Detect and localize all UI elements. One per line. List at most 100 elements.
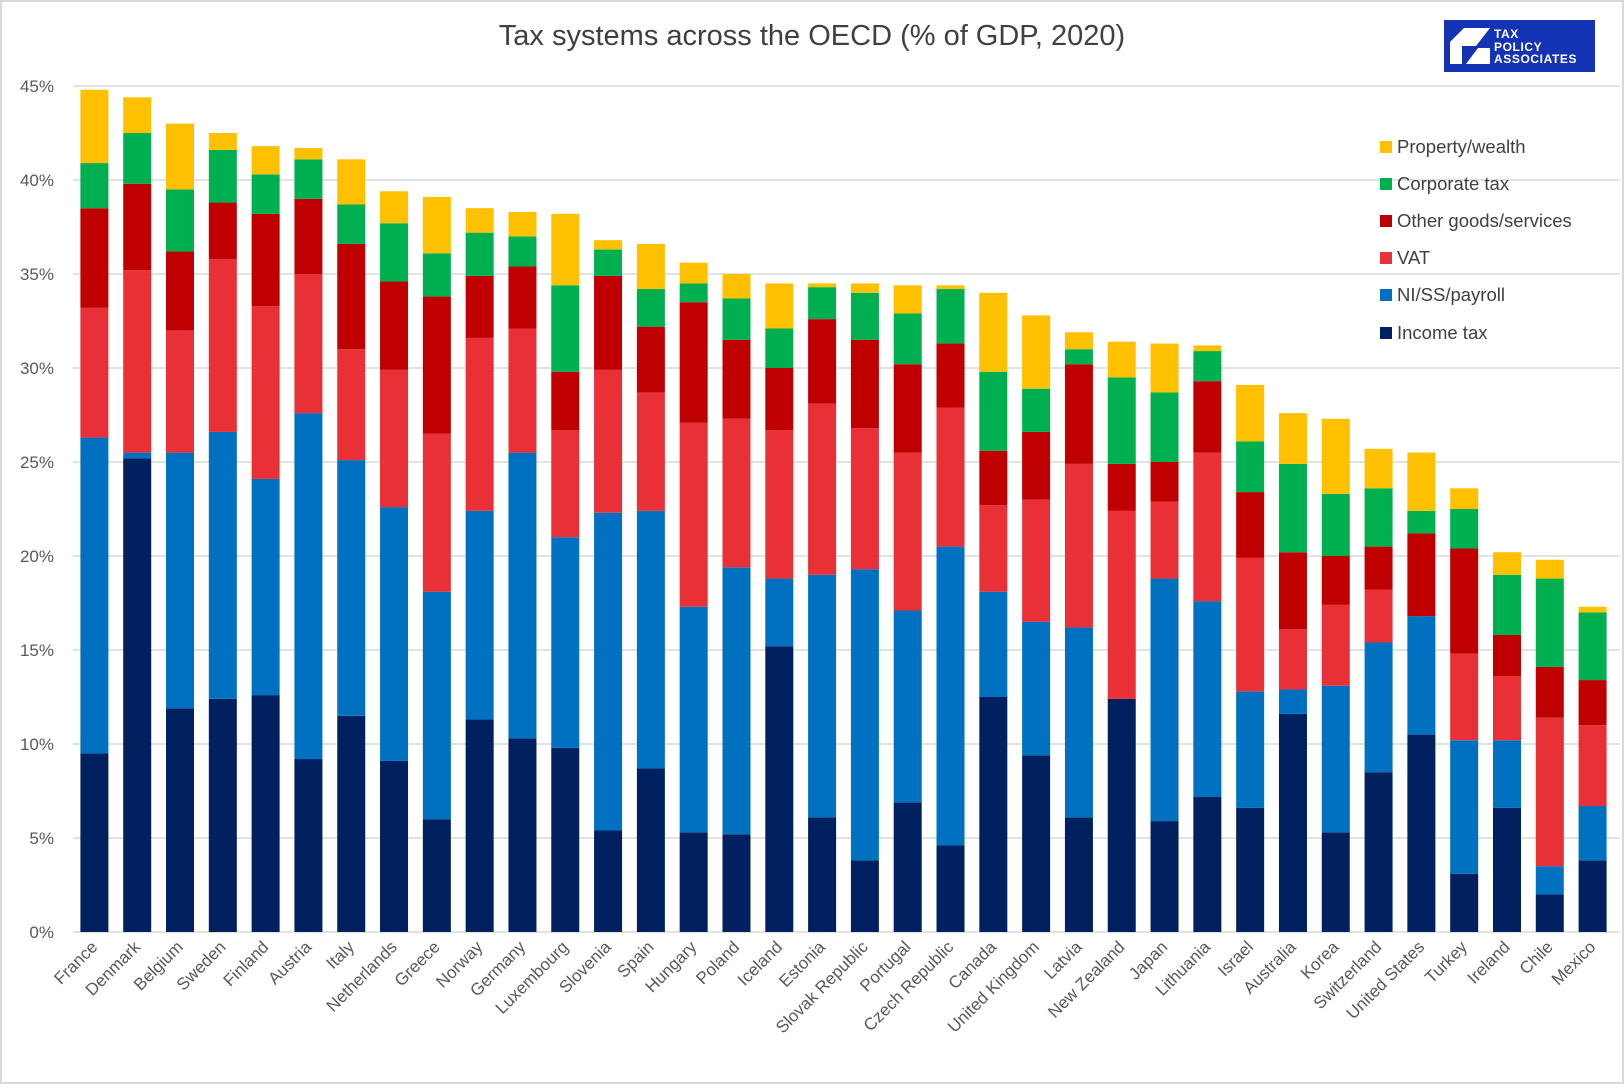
bar-segment [1236, 807, 1265, 932]
bar-segment [551, 371, 580, 431]
bar-segment [1193, 601, 1222, 797]
y-tick-label: 20% [20, 547, 54, 566]
bar-segment [636, 326, 665, 393]
bar-segment [679, 606, 708, 833]
bar-segment [850, 569, 879, 861]
bar-segment [679, 422, 708, 607]
bar-segment [123, 133, 152, 184]
legend-item: Corporate tax [1380, 165, 1572, 202]
x-tick-label: Poland [692, 937, 743, 988]
bar-segment [465, 719, 494, 932]
bar-segment [1022, 388, 1051, 432]
bar-segment [1064, 627, 1093, 818]
bar-segment [294, 413, 323, 760]
y-tick-label: 5% [29, 829, 54, 848]
bar-segment [1535, 578, 1564, 667]
y-tick-label: 10% [20, 735, 54, 754]
bar-segment [1321, 418, 1350, 494]
bar-segment [422, 196, 451, 254]
bar-segment [251, 478, 280, 696]
x-tick-label: Italy [323, 937, 359, 973]
bar-segment [1064, 349, 1093, 365]
bar-segment [1535, 717, 1564, 867]
bar-segment [936, 407, 965, 547]
bar-segment [551, 430, 580, 538]
bar-segment [1578, 612, 1607, 681]
bar-segment [80, 753, 109, 932]
bar-segment [422, 433, 451, 592]
bar-segment [1578, 680, 1607, 726]
bar-segment [1321, 556, 1350, 605]
bar-segment [1321, 604, 1350, 686]
legend-swatch [1380, 326, 1392, 339]
bar-segment [422, 819, 451, 932]
bar-segment [679, 302, 708, 423]
bar-segment [251, 695, 280, 932]
bar-segment [636, 243, 665, 290]
tax-policy-associates-logo: TAX POLICY ASSOCIATES [1444, 20, 1595, 72]
bar-segment [1022, 315, 1051, 389]
bar-segment [679, 832, 708, 932]
bar-segment [850, 283, 879, 293]
bar-segment [508, 236, 537, 267]
bar-segment [1450, 488, 1479, 509]
bar-segment [850, 428, 879, 570]
legend-label: NI/SS/payroll [1397, 284, 1505, 306]
logo-line: TAX [1494, 27, 1519, 41]
bar-segment [551, 285, 580, 372]
bar-segment [123, 183, 152, 271]
bar-segment [1321, 832, 1350, 932]
bar-segment [1492, 574, 1521, 635]
bar-segment [166, 452, 195, 709]
bar-segment [808, 574, 837, 818]
bar-segment [508, 328, 537, 453]
bar-segment [1492, 676, 1521, 741]
bar-segment [1193, 345, 1222, 352]
bar-segment [936, 285, 965, 290]
legend-item: Property/wealth [1380, 128, 1572, 165]
bar-segment [1193, 796, 1222, 932]
bar-segment [380, 760, 409, 932]
bar-segment [1236, 492, 1265, 558]
bar-segment [1236, 557, 1265, 692]
bar-segment [208, 202, 237, 259]
bar-segment [1450, 873, 1479, 932]
bar-segment [1064, 463, 1093, 628]
bar-segment [465, 208, 494, 233]
bar-segment [594, 369, 623, 513]
bar-segment [551, 747, 580, 932]
bar-segment [722, 834, 751, 932]
bar-segment [594, 249, 623, 276]
bar-segment [1278, 463, 1307, 553]
bar-segment [1578, 606, 1607, 613]
bar-segment [765, 646, 794, 932]
bar-segment [979, 505, 1008, 592]
bar-segment [1064, 332, 1093, 350]
bar-segment [594, 275, 623, 370]
x-tick-label: Austria [264, 937, 315, 988]
bar-segment [294, 274, 323, 414]
bar-segment [1535, 559, 1564, 579]
x-tick-label: Mexico [1548, 937, 1600, 989]
bar-segment [380, 369, 409, 508]
bar-segment [1578, 860, 1607, 932]
bar-segment [1364, 642, 1393, 773]
bar-segment [1150, 392, 1179, 462]
bar-segment [294, 759, 323, 932]
bar-segment [722, 339, 751, 419]
legend-label: VAT [1397, 247, 1431, 269]
bar-segment [1193, 381, 1222, 453]
bar-segment [1022, 621, 1051, 756]
bar-segment [1407, 533, 1436, 617]
bar-segment [1064, 364, 1093, 464]
bar-segment [808, 319, 837, 404]
bar-segment [508, 266, 537, 329]
bar-segment [979, 292, 1008, 372]
bar-segment [1492, 634, 1521, 677]
bar-segment [294, 198, 323, 274]
bar-segment [251, 305, 280, 479]
bar-segment [380, 281, 409, 370]
legend-label: Corporate tax [1397, 172, 1510, 194]
bar-segment [208, 698, 237, 932]
bar-segment [1450, 740, 1479, 874]
